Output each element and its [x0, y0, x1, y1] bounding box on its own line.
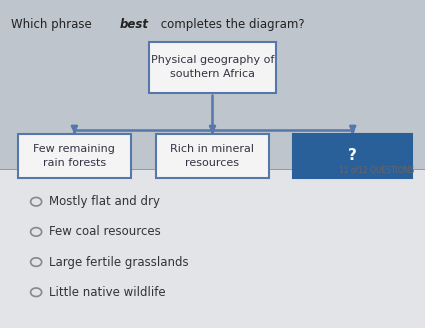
Text: Few remaining
rain forests: Few remaining rain forests — [34, 144, 115, 168]
Text: Few coal resources: Few coal resources — [49, 225, 161, 238]
Text: Large fertile grasslands: Large fertile grasslands — [49, 256, 189, 269]
Text: Mostly flat and dry: Mostly flat and dry — [49, 195, 160, 208]
Text: best: best — [120, 18, 149, 31]
Text: Rich in mineral
resources: Rich in mineral resources — [170, 144, 255, 168]
FancyBboxPatch shape — [149, 42, 276, 92]
Text: ?: ? — [348, 148, 357, 163]
Text: 11 of12 QUESTIONS: 11 of12 QUESTIONS — [339, 166, 414, 174]
Text: Which phrase: Which phrase — [11, 18, 95, 31]
FancyBboxPatch shape — [156, 134, 269, 178]
FancyBboxPatch shape — [18, 134, 131, 178]
FancyBboxPatch shape — [293, 134, 412, 178]
FancyBboxPatch shape — [0, 169, 425, 328]
Text: completes the diagram?: completes the diagram? — [157, 18, 305, 31]
Text: Little native wildlife: Little native wildlife — [49, 286, 165, 299]
Text: Physical geography of
southern Africa: Physical geography of southern Africa — [151, 55, 274, 79]
